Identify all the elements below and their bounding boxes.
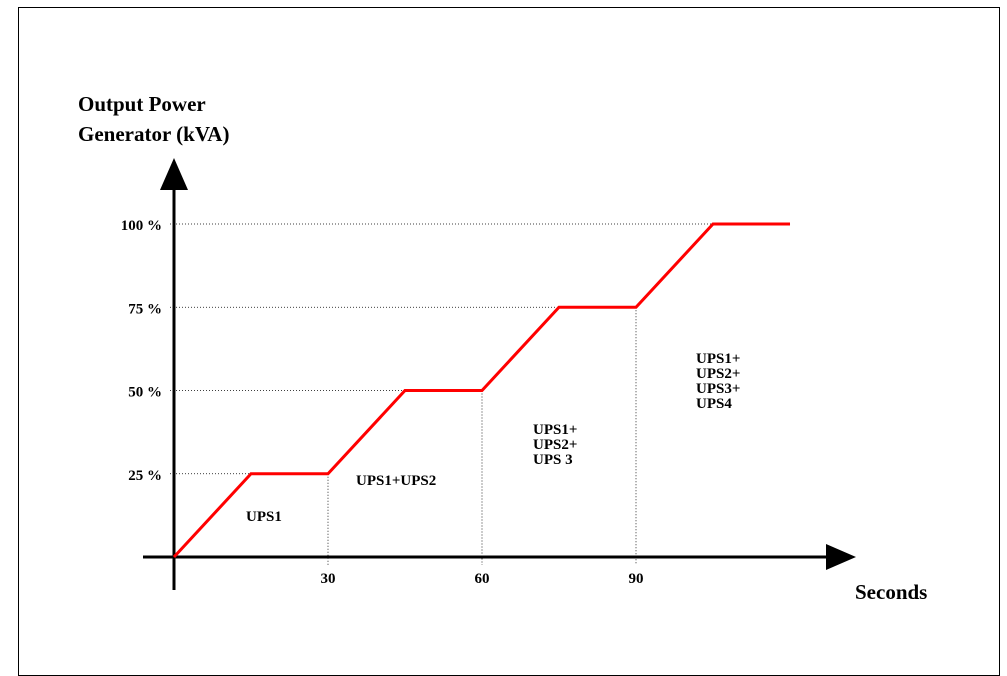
y-axis-title-line1: Output Power <box>78 92 206 116</box>
region-label-3-line-1: UPS2+ <box>696 366 740 382</box>
x-axis-title: Seconds <box>855 580 927 604</box>
x-tick-label-0: 30 <box>321 571 336 587</box>
y-tick-label-3: 100 % <box>121 218 162 234</box>
region-label-3-line-0: UPS1+ <box>696 351 740 367</box>
region-label-1-line-0: UPS1+UPS2 <box>356 473 436 489</box>
region-label-2-line-2: UPS 3 <box>533 452 573 468</box>
y-tick-label-0: 25 % <box>128 468 162 484</box>
region-label-3-line-3: UPS4 <box>696 396 732 412</box>
y-axis-arrowhead <box>160 158 188 190</box>
region-label-3-line-2: UPS3+ <box>696 381 740 397</box>
region-label-2-line-0: UPS1+ <box>533 422 577 438</box>
y-tick-labels: 25 % 50 % 75 % 100 % <box>121 218 162 484</box>
x-tick-label-2: 90 <box>629 571 644 587</box>
region-label-2-line-1: UPS2+ <box>533 437 577 453</box>
y-axis-title-line2: Generator (kVA) <box>78 122 229 146</box>
x-tick-labels: 30 60 90 <box>321 571 644 587</box>
y-tick-label-1: 50 % <box>128 385 162 401</box>
region-label-0-line-0: UPS1 <box>246 509 282 525</box>
y-tick-label-2: 75 % <box>128 301 162 317</box>
x-axis-arrowhead <box>826 544 856 570</box>
x-tick-label-1: 60 <box>475 571 490 587</box>
